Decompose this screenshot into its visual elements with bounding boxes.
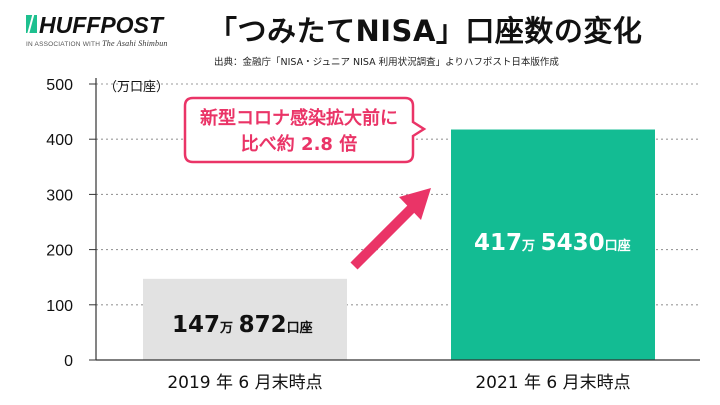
bar-value-2021-man: 417 [474,230,523,256]
growth-arrow [350,188,431,270]
bar [143,278,347,360]
bar-value-2019-man: 147 [172,312,221,338]
y-tick-labels: 0 100 200 300 400 500 [46,77,73,370]
logo-wordmark: HUFFPOST [39,12,165,36]
y-axis-unit-label: （万口座） [104,80,170,95]
y-tick-label: 400 [46,132,73,149]
logo-subtitle: IN ASSOCIATION WITH The Asahi Shimbun [26,39,168,48]
source-note: 出典：金融庁「NISA・ジュニア NISA 利用状況調査」よりハフポスト日本版作… [214,57,559,68]
x-category-label: 2021 年 6 月末時点 [475,373,630,393]
axes [89,78,700,361]
x-category-labels: 2019 年 6 月末時点 2021 年 6 月末時点 [167,373,630,393]
arrow-shaft [350,200,420,270]
bar-value-2021-rest: 5430 [540,230,605,256]
logo-sub-prefix: IN ASSOCIATION WITH [26,41,101,48]
bar-unit-2019-man: 万 [220,321,234,336]
y-tick-label: 500 [46,77,73,94]
bar [451,129,655,360]
growth-callout: 新型コロナ感染拡大前に 比べ約 2.8 倍 [183,96,427,168]
huffpost-logo: HUFFPOST IN ASSOCIATION WITH The Asahi S… [26,12,176,50]
y-tick-label: 300 [46,187,73,204]
logo-sub-partner: The Asahi Shimbun [102,39,168,48]
callout-line1: 新型コロナ感染拡大前に [200,108,398,129]
bar-unit-2019-rest: 口座 [286,321,313,336]
bars [143,129,655,360]
x-category-label: 2019 年 6 月末時点 [167,373,322,393]
bar-value-label-2019: 147万 872口座 [172,312,313,338]
y-tick-label: 0 [64,353,73,370]
huffpost-logo-mark: HUFFPOST [26,12,165,36]
bar-value-2019-rest: 872 [238,312,287,338]
callout-bubble [183,96,427,164]
callout-line2: 比べ約 2.8 倍 [240,134,358,155]
y-tick-label: 200 [46,243,73,260]
arrow-head [399,188,431,220]
bar-unit-2021-man: 万 [522,239,536,254]
callout-text: 新型コロナ感染拡大前に 比べ約 2.8 倍 [183,106,415,158]
y-tick-label: 100 [46,298,73,315]
bar-value-label-2021: 417万 5430口座 [474,230,631,256]
bar-unit-2021-rest: 口座 [604,239,631,254]
chart-title: 「つみたてNISA」口座数の変化 [208,14,643,48]
